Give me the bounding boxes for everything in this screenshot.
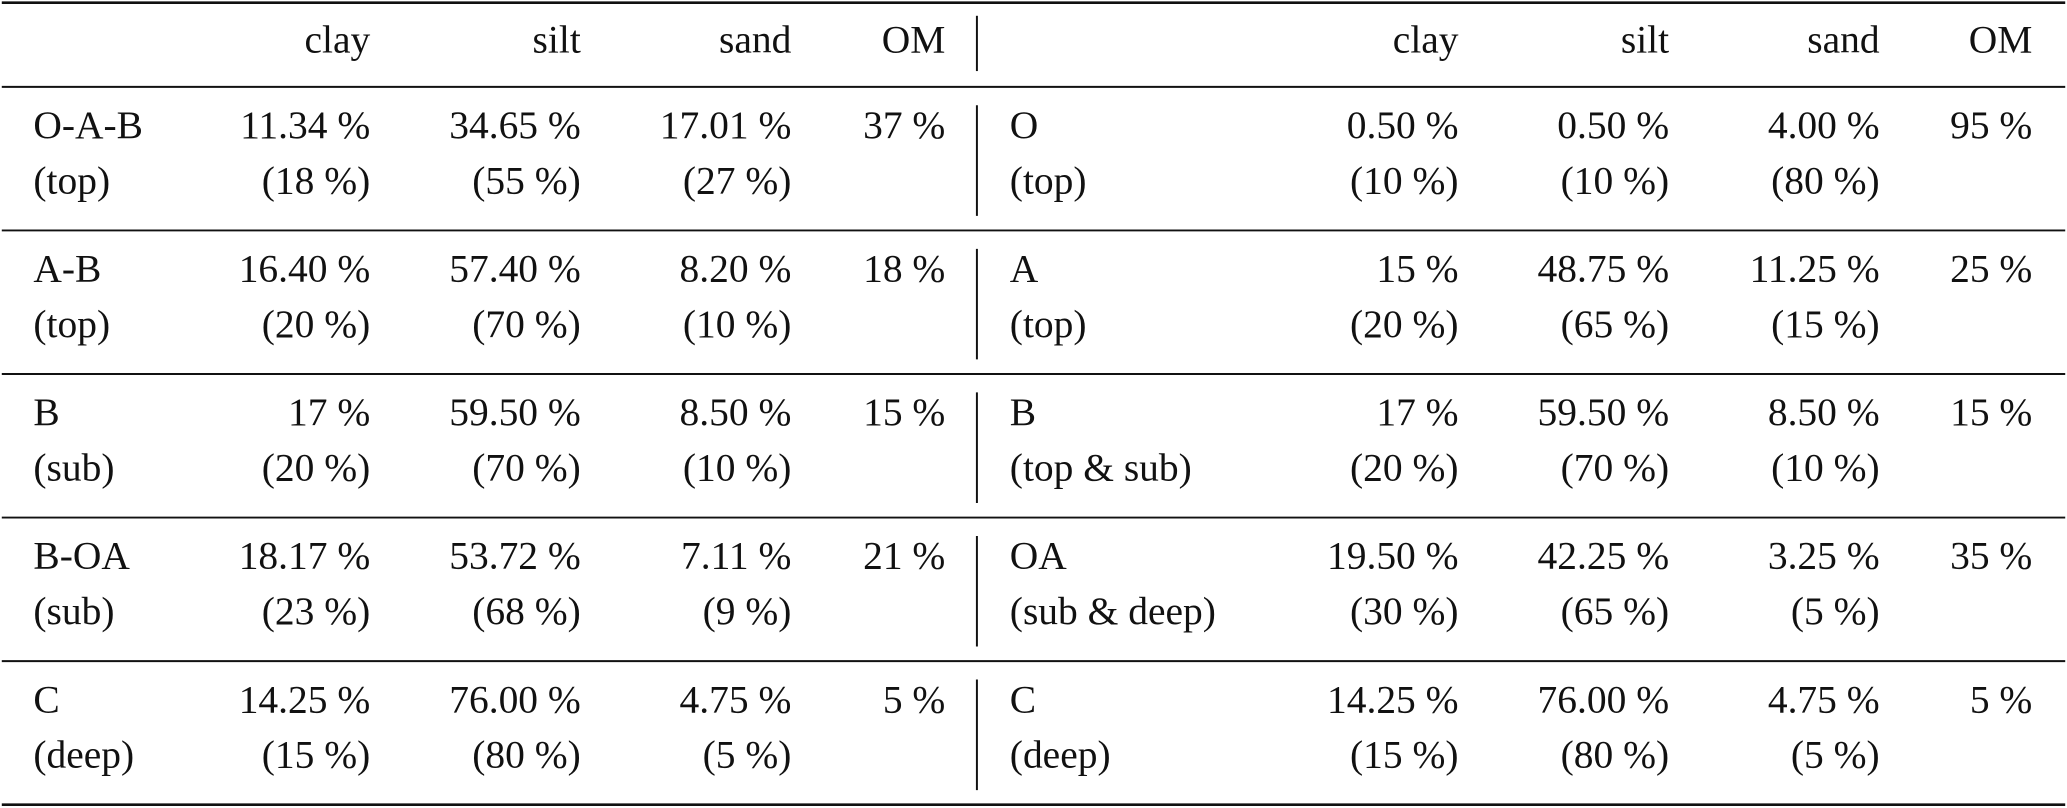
cell-value: 3.25 % <box>1768 534 1880 578</box>
row-label: A-B <box>33 247 101 291</box>
row-label: (deep) <box>33 733 134 777</box>
cell-value: 59.50 % <box>1538 390 1670 434</box>
cell-value: (15 %) <box>262 733 371 777</box>
cell-value: (70 %) <box>1561 445 1670 489</box>
row-label: (deep) <box>1010 733 1111 777</box>
cell-value: (70 %) <box>472 445 581 489</box>
cell-value: 21 % <box>863 534 945 578</box>
cell-value: (20 %) <box>1350 445 1459 489</box>
cell-value: 8.50 % <box>680 390 792 434</box>
cell-value: (10 %) <box>683 445 792 489</box>
cell-value: 76.00 % <box>1538 677 1670 721</box>
cell-value: 14.25 % <box>239 677 371 721</box>
cell-value: (65 %) <box>1561 589 1670 633</box>
row-label: (top & sub) <box>1010 445 1192 489</box>
cell-value: 14.25 % <box>1327 677 1459 721</box>
cell-value: 4.75 % <box>680 677 792 721</box>
cell-value: 59.50 % <box>449 390 581 434</box>
cell-value: 0.50 % <box>1557 103 1669 147</box>
cell-value: (80 %) <box>472 733 581 777</box>
row-label: OA <box>1010 534 1068 578</box>
row-label: O-A-B <box>33 103 143 147</box>
row-label: A <box>1010 247 1039 291</box>
cell-value: 48.75 % <box>1538 247 1670 291</box>
row-label: (sub) <box>33 589 114 633</box>
cell-value: (55 %) <box>472 158 581 202</box>
cell-value: 17.01 % <box>660 103 792 147</box>
row-label: C <box>1010 677 1036 721</box>
cell-value: (20 %) <box>1350 302 1459 346</box>
row-label: C <box>33 677 59 721</box>
cell-value: (27 %) <box>683 158 792 202</box>
column-header: OM <box>882 17 946 61</box>
column-header: clay <box>1393 17 1459 61</box>
cell-value: 4.75 % <box>1768 677 1880 721</box>
row-label: (top) <box>1010 158 1087 202</box>
cell-value: (15 %) <box>1771 302 1880 346</box>
cell-value: 34.65 % <box>449 103 581 147</box>
cell-value: 42.25 % <box>1538 534 1670 578</box>
column-header: silt <box>1621 17 1669 61</box>
column-header: clay <box>305 17 371 61</box>
cell-value: 7.11 % <box>681 534 791 578</box>
cell-value: 5 % <box>1970 677 2032 721</box>
cell-value: 4.00 % <box>1768 103 1880 147</box>
cell-value: (10 %) <box>683 302 792 346</box>
cell-value: 95 % <box>1950 103 2032 147</box>
cell-value: (70 %) <box>472 302 581 346</box>
cell-value: (9 %) <box>703 589 792 633</box>
cell-value: 15 % <box>1376 247 1458 291</box>
row-label: B <box>33 390 59 434</box>
cell-value: 11.34 % <box>240 103 370 147</box>
row-label: (sub) <box>33 445 114 489</box>
row-label: B <box>1010 390 1036 434</box>
row-label: B-OA <box>33 534 130 578</box>
cell-value: (5 %) <box>1791 589 1880 633</box>
cell-value: (65 %) <box>1561 302 1670 346</box>
cell-value: 11.25 % <box>1750 247 1880 291</box>
cell-value: 37 % <box>863 103 945 147</box>
column-header: OM <box>1969 17 2033 61</box>
cell-value: (30 %) <box>1350 589 1459 633</box>
cell-value: 53.72 % <box>449 534 581 578</box>
row-label: (top) <box>1010 302 1087 346</box>
column-header: sand <box>719 17 792 61</box>
cell-value: 17 % <box>288 390 370 434</box>
cell-value: 25 % <box>1950 247 2032 291</box>
cell-value: (68 %) <box>472 589 581 633</box>
cell-value: 17 % <box>1376 390 1458 434</box>
cell-value: 8.20 % <box>680 247 792 291</box>
cell-value: (10 %) <box>1561 158 1670 202</box>
cell-value: 15 % <box>1950 390 2032 434</box>
cell-value: (20 %) <box>262 302 371 346</box>
row-label: (top) <box>33 302 110 346</box>
cell-value: (5 %) <box>1791 733 1880 777</box>
cell-value: 18 % <box>863 247 945 291</box>
cell-value: 57.40 % <box>449 247 581 291</box>
cell-value: 0.50 % <box>1347 103 1459 147</box>
cell-value: 15 % <box>863 390 945 434</box>
row-label: O <box>1010 103 1039 147</box>
cell-value: (10 %) <box>1771 445 1880 489</box>
cell-value: 35 % <box>1950 534 2032 578</box>
cell-value: (23 %) <box>262 589 371 633</box>
cell-value: (15 %) <box>1350 733 1459 777</box>
cell-value: (10 %) <box>1350 158 1459 202</box>
cell-value: (80 %) <box>1771 158 1880 202</box>
cell-value: 76.00 % <box>449 677 581 721</box>
cell-value: 18.17 % <box>239 534 371 578</box>
row-label: (top) <box>33 158 110 202</box>
column-header: sand <box>1807 17 1880 61</box>
cell-value: (5 %) <box>703 733 792 777</box>
cell-value: (80 %) <box>1561 733 1670 777</box>
column-header: silt <box>533 17 581 61</box>
cell-value: 16.40 % <box>239 247 371 291</box>
cell-value: 8.50 % <box>1768 390 1880 434</box>
cell-value: (18 %) <box>262 158 371 202</box>
row-label: (sub & deep) <box>1010 589 1216 633</box>
cell-value: 19.50 % <box>1327 534 1459 578</box>
cell-value: 5 % <box>883 677 945 721</box>
cell-value: (20 %) <box>262 445 371 489</box>
